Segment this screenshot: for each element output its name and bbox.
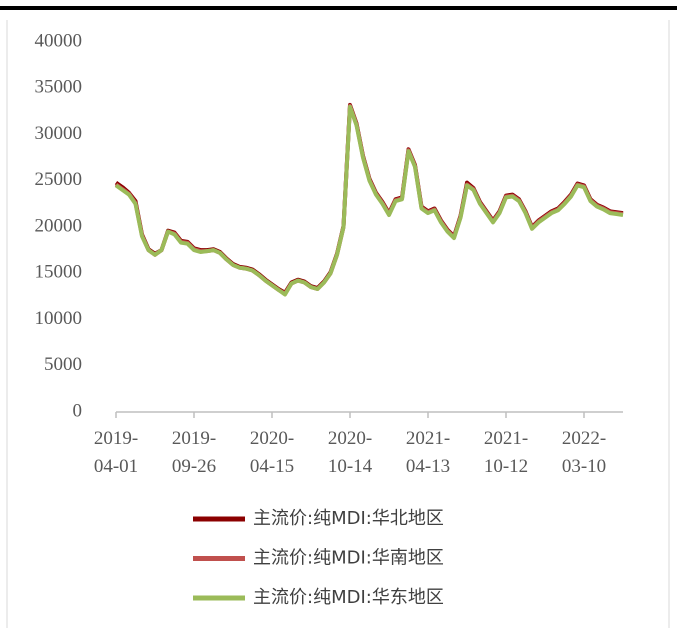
legend-label: 主流价:纯MDI:华东地区	[253, 587, 444, 608]
legend-label: 主流价:纯MDI:华北地区	[253, 508, 444, 529]
y-tick-label: 25000	[35, 169, 83, 190]
series-line	[114, 104, 624, 297]
x-tick-label: 2021-10-12	[484, 428, 528, 477]
x-tick-label: 2020-10-14	[328, 428, 373, 477]
series-line	[114, 102, 624, 295]
series-line	[114, 103, 624, 296]
y-tick-label: 0	[73, 400, 83, 421]
x-tick-label: 2022-03-10	[562, 428, 606, 477]
y-tick-label: 15000	[35, 262, 83, 283]
y-tick-label: 35000	[35, 77, 83, 98]
y-tick-label: 5000	[44, 354, 82, 375]
top-border	[0, 6, 677, 10]
legend-label: 主流价:纯MDI:华南地区	[253, 548, 444, 569]
x-tick-label: 2019-04-01	[94, 428, 138, 477]
y-tick-label: 10000	[35, 308, 83, 329]
x-tick-label: 2020-04-15	[250, 428, 294, 477]
y-tick-label: 30000	[35, 123, 83, 144]
x-tick-label: 2021-04-13	[406, 428, 450, 477]
x-tick-label: 2019-09-26	[172, 428, 216, 477]
y-tick-label: 40000	[35, 30, 83, 51]
y-tick-label: 20000	[35, 215, 83, 236]
